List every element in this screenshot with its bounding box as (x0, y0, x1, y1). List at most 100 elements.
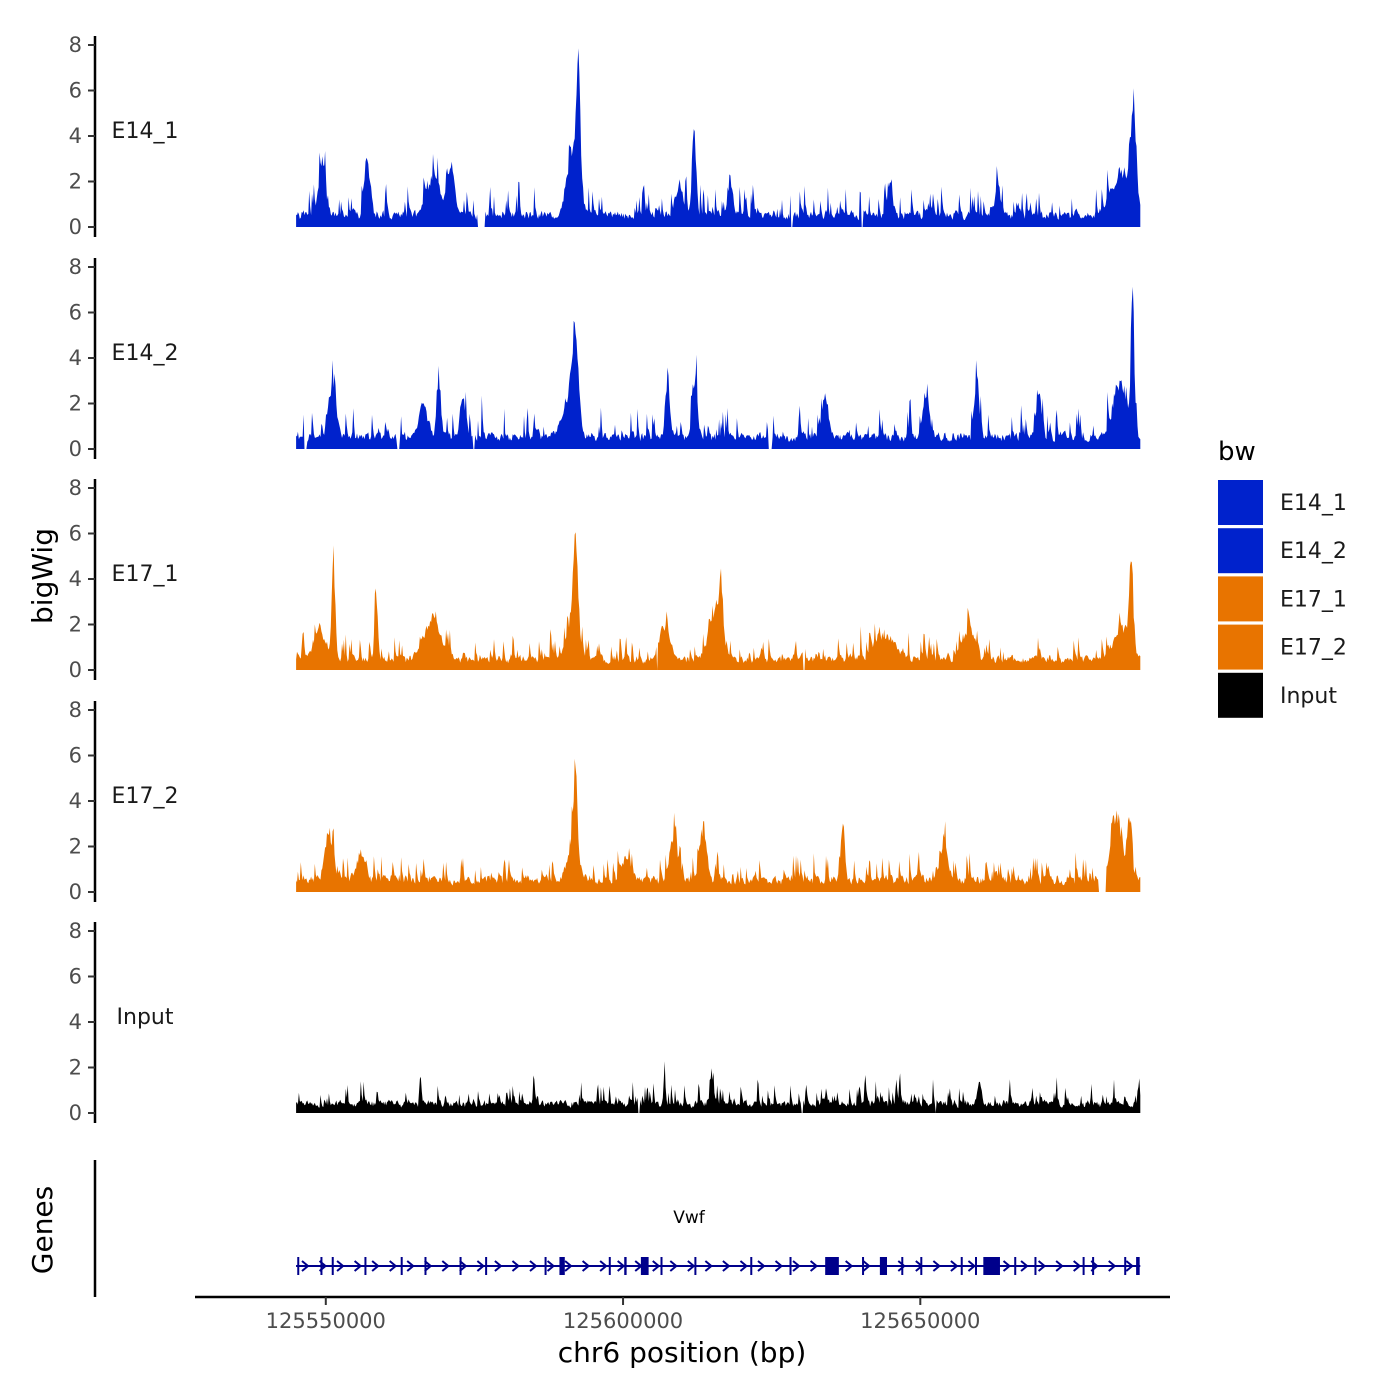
strand-arrow (494, 1260, 503, 1272)
strand-arrow (476, 1260, 485, 1272)
strand-arrow (529, 1260, 538, 1272)
y-tick-label: 6 (69, 965, 82, 989)
gene-exon (424, 1257, 427, 1275)
y-tick-label: 0 (69, 880, 82, 904)
gene-exon (1034, 1257, 1037, 1275)
gene-exon (1136, 1257, 1140, 1275)
strand-arrow (353, 1260, 363, 1272)
gene-exon (901, 1257, 904, 1275)
strand-arrow (617, 1260, 626, 1272)
strand-arrow (722, 1260, 731, 1272)
y-tick-label: 2 (69, 835, 82, 859)
x-tick-label: 125550000 (266, 1309, 386, 1333)
strand-arrow (1002, 1260, 1012, 1272)
x-axis: 125550000 125600000 125650000 (195, 1295, 1170, 1333)
gene-exon (608, 1257, 611, 1275)
gene-exon (660, 1257, 663, 1275)
coverage-area-E14_2 (296, 286, 1141, 449)
strand-arrow (336, 1260, 345, 1272)
y-tick-label: 2 (69, 392, 82, 416)
legend-title: bw (1218, 437, 1256, 467)
gene-exon (960, 1257, 963, 1275)
legend-swatch-E14_1 (1218, 480, 1263, 525)
gene-exon (789, 1257, 792, 1275)
strand-arrow (739, 1260, 749, 1272)
gene-exon (825, 1257, 839, 1275)
y-tick-label: 4 (69, 346, 82, 370)
track-E17_1: 0 2 4 6 8 E17_1 (69, 476, 1141, 682)
gene-exon (559, 1257, 565, 1275)
gene-name-label: Vwf (673, 1208, 706, 1228)
strand-arrow (1037, 1260, 1047, 1272)
gene-exon (1124, 1257, 1127, 1275)
y-tick-label: 6 (69, 301, 82, 325)
coverage-area-E14_1 (296, 48, 1141, 228)
gene-exon (975, 1257, 977, 1275)
gene-exon (640, 1257, 649, 1275)
track-E14_1: 0 2 4 6 8 E14_1 (69, 33, 1141, 239)
track-label: Input (117, 1005, 174, 1030)
strand-arrow (1125, 1260, 1134, 1272)
track-E17_2: 0 2 4 6 8 E17_2 (69, 698, 1141, 904)
legend: bw E14_1 E14_2 E17_1 E17_2 Input (1218, 437, 1347, 718)
strand-arrow (652, 1260, 661, 1272)
y-tick-label: 6 (69, 79, 82, 103)
gene-track: Vwf (93, 1160, 1141, 1297)
strand-arrow (792, 1260, 801, 1272)
y-tick-label: 4 (69, 124, 82, 148)
strand-arrow (511, 1260, 521, 1272)
strand-arrow (1073, 1260, 1082, 1272)
y-tick-label: 2 (69, 170, 82, 194)
y-tick-label: 0 (69, 658, 82, 682)
y-tick-label: 0 (69, 1101, 82, 1125)
x-tick-label: 125650000 (860, 1309, 980, 1333)
strand-arrow (845, 1260, 854, 1272)
strand-arrow (967, 1260, 976, 1272)
strand-arrow (809, 1260, 819, 1272)
y-tick-label: 8 (69, 476, 82, 500)
gene-exon (983, 1257, 1000, 1275)
legend-label-E14_1: E14_1 (1280, 491, 1347, 516)
gene-exon (1092, 1257, 1095, 1275)
track-Input: 0 2 4 6 8 Input (69, 919, 1141, 1125)
track-label: E17_1 (112, 562, 179, 587)
strand-arrow (897, 1260, 906, 1272)
strand-arrow (406, 1260, 415, 1272)
gene-exon (320, 1257, 323, 1275)
strand-arrow (704, 1260, 713, 1272)
strand-arrow (669, 1260, 678, 1272)
track-label: E14_2 (112, 341, 179, 366)
strand-arrow (1020, 1260, 1029, 1272)
gene-exon (920, 1257, 923, 1275)
y-tick-label: 8 (69, 255, 82, 279)
y-tick-label: 4 (69, 567, 82, 591)
strand-arrow (564, 1260, 573, 1272)
genes-axis-title: Genes (26, 1186, 59, 1274)
y-tick-label: 8 (69, 698, 82, 722)
legend-swatch-Input (1218, 672, 1263, 718)
y-axis-title: bigWig (26, 528, 59, 624)
strand-arrow (1108, 1260, 1117, 1272)
strand-arrow (1055, 1260, 1064, 1272)
strand-arrow (581, 1260, 591, 1272)
strand-arrow (424, 1260, 433, 1272)
y-tick-label: 6 (69, 522, 82, 546)
strand-arrow (950, 1260, 959, 1272)
gene-exon (485, 1257, 488, 1275)
coverage-area-E17_1 (296, 532, 1141, 670)
gene-exon (459, 1257, 462, 1275)
legend-swatch-E17_1 (1218, 576, 1263, 622)
strand-arrow (757, 1260, 766, 1272)
gene-exon (862, 1257, 865, 1275)
legend-label-E17_1: E17_1 (1280, 587, 1347, 612)
gene-exon (624, 1257, 627, 1275)
y-tick-label: 2 (69, 1056, 82, 1080)
x-axis-title: chr6 position (bp) (558, 1336, 807, 1369)
strand-arrow (687, 1260, 696, 1272)
strand-arrow (599, 1260, 608, 1272)
track-label: E17_2 (112, 784, 179, 809)
track-E14_2: 0 2 4 6 8 E14_2 (69, 255, 1141, 461)
gene-exon (297, 1257, 300, 1275)
y-tick-label: 2 (69, 613, 82, 637)
